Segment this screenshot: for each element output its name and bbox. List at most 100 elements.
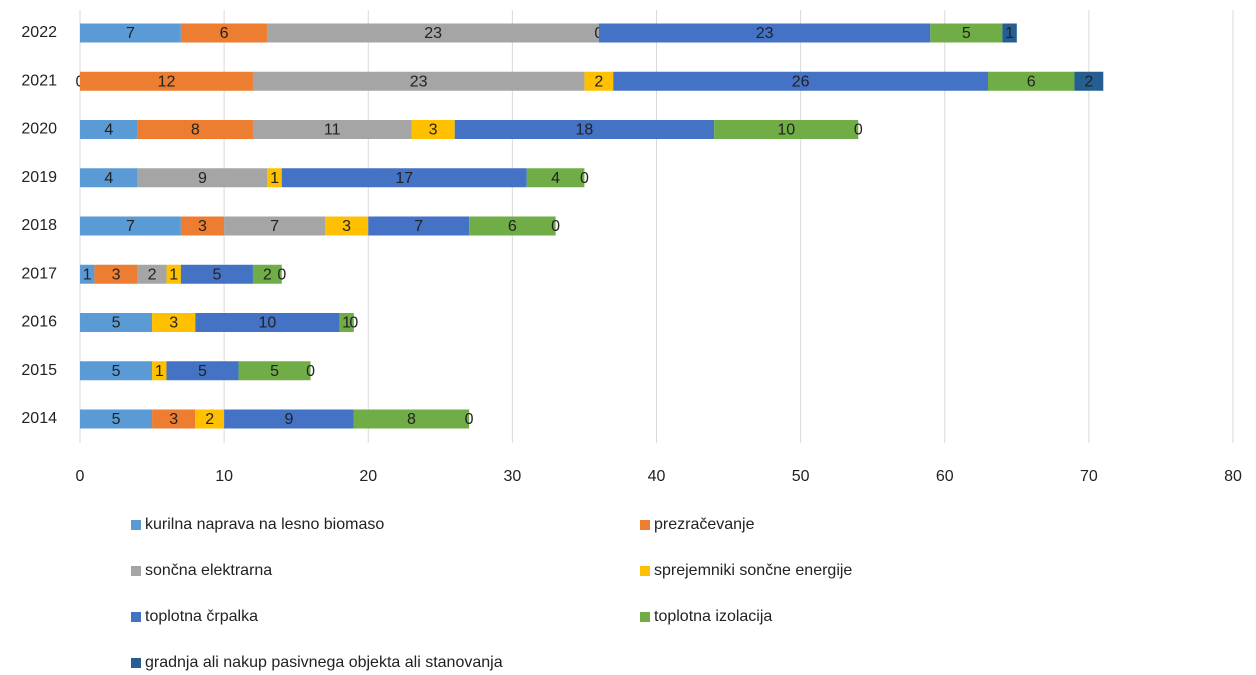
data-label: 4 [551,170,560,187]
data-label: 23 [410,73,428,90]
y-tick-label: 2021 [21,72,57,89]
bar-segment [137,264,167,284]
data-label: 6 [220,25,229,42]
bar-segment [80,264,95,284]
x-tick-label: 80 [1224,468,1242,485]
data-label: 3 [198,218,207,235]
data-label: 3 [169,411,178,428]
bar-segment [137,168,268,188]
data-label: 2 [263,266,272,283]
data-label: 10 [258,315,276,332]
bar-segment [137,120,253,139]
bar-segment [195,409,225,429]
data-label: 2 [205,411,214,428]
bar-segment [224,216,326,236]
legend-label: toplotna črpalka [145,608,258,625]
x-tick-label: 30 [503,468,521,485]
bar-segment [195,313,340,332]
data-label: 8 [191,122,200,139]
legend-swatch [640,612,650,622]
legend-label: kurilna naprava na lesno biomaso [145,516,384,533]
x-tick-label: 60 [936,468,954,485]
bar-segment [238,361,311,381]
data-label: 3 [342,218,351,235]
data-label: 0 [854,122,863,139]
bar-segment [368,216,470,236]
data-label: 1 [83,266,92,283]
data-label: 5 [198,363,207,380]
data-label: 0 [349,315,358,332]
bar-segment [166,264,181,284]
data-label: 5 [962,25,971,42]
data-label: 18 [576,122,594,139]
bar-segment [267,168,282,188]
y-tick-label: 2014 [21,410,57,427]
bar-segment [411,120,455,139]
data-label: 5 [212,266,221,283]
data-label: 3 [112,266,121,283]
data-label: 1 [270,170,279,187]
x-tick-label: 20 [359,468,377,485]
bar-segment [180,23,268,43]
y-tick-label: 2019 [21,169,57,186]
bar-segment [454,120,715,139]
legend-label: sončna elektrarna [145,562,272,579]
bar-segment [80,313,153,332]
legend-label: sprejemniki sončne energije [654,562,852,579]
bar-segment [598,23,931,43]
legend-label: gradnja ali nakup pasivnega objekta ali … [145,654,503,671]
data-label: 7 [270,218,279,235]
data-label: 0 [551,218,560,235]
bar-segment [152,409,196,429]
data-label: 5 [112,315,121,332]
bar-segment [252,71,585,91]
y-tick-label: 2022 [21,24,57,41]
bar-segment [281,168,527,188]
bar-segment [613,71,988,91]
legend-label: prezračevanje [654,516,755,533]
y-tick-label: 2018 [21,217,57,234]
data-label: 2 [1084,73,1093,90]
data-label: 5 [112,363,121,380]
data-label: 3 [429,122,438,139]
bar-segment [80,71,253,91]
data-label: 23 [424,25,442,42]
y-tick-label: 2020 [21,121,57,138]
bar-segment [80,216,181,236]
bar-segment [469,216,556,236]
bar-segment [353,409,470,429]
data-label: 4 [104,122,113,139]
bar-segment [526,168,585,188]
x-tick-label: 70 [1080,468,1098,485]
bar-segment [166,361,239,381]
data-label: 9 [285,411,294,428]
data-label: 1 [342,315,351,332]
bar-segment [180,264,253,284]
data-label: 9 [198,170,207,187]
legend-swatch [131,520,141,530]
data-label: 7 [414,218,423,235]
x-tick-label: 10 [215,468,233,485]
bar-segment [1002,23,1017,43]
bar-segment [714,120,859,139]
data-label: 0 [306,363,315,380]
data-label: 11 [324,122,341,139]
bar-segment [152,361,167,381]
bar-segment [80,168,138,188]
data-label: 2 [148,266,157,283]
data-label: 5 [270,363,279,380]
bar-segment [80,361,153,381]
legend-swatch [131,566,141,576]
data-label: 0 [277,266,286,283]
y-tick-label: 2015 [21,362,57,379]
legend-swatch [131,658,141,668]
bar-segment [339,313,354,332]
bar-segment [325,216,369,236]
data-label: 0 [465,411,474,428]
data-label: 23 [756,25,774,42]
data-label: 2 [594,73,603,90]
bar-segment [252,120,412,139]
x-tick-label: 0 [76,468,85,485]
bar-segment [930,23,1003,43]
legend-swatch [640,520,650,530]
